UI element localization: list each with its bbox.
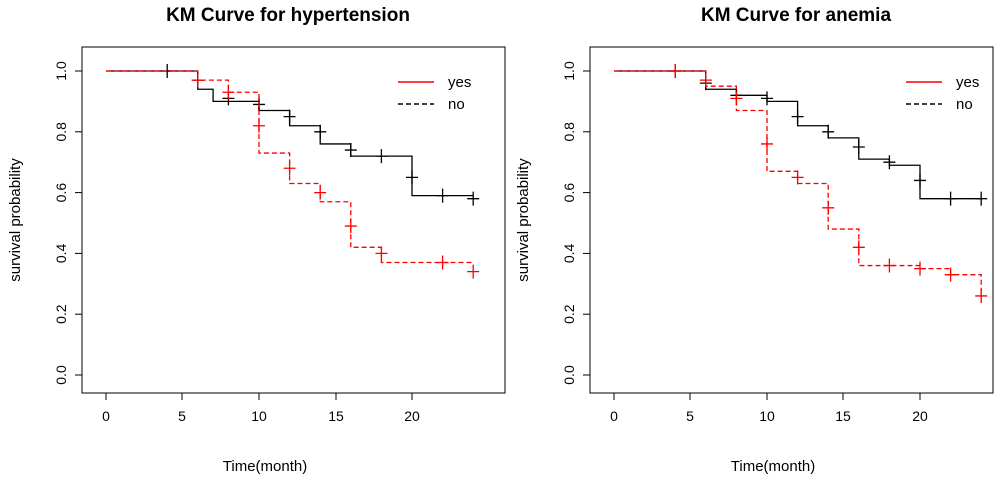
- x-axis-label: Time(month): [223, 458, 307, 475]
- censor-mark: [730, 91, 743, 106]
- chart-panel-2: KM Curve for anemia 0 5 10 15 20 0.0 0.2 0.4 0.6 0…: [515, 5, 994, 475]
- censor-mark: [436, 255, 449, 270]
- censor-mark: [822, 124, 835, 139]
- y-tick-label: 1.0: [53, 61, 69, 81]
- y-tick-label: 0.4: [53, 243, 69, 263]
- series-no: [106, 64, 480, 206]
- x-tick-label: 10: [759, 408, 775, 424]
- plot-frame: [589, 46, 994, 394]
- censor-mark: [344, 143, 357, 158]
- censor-mark: [314, 185, 327, 200]
- x-tick-label: 20: [912, 408, 928, 424]
- legend-label: no: [956, 96, 973, 113]
- censor-mark: [283, 109, 296, 124]
- chart-panel-1: KM Curve for hypertension 0 5 10 15 20 0.0 0.2 0…: [7, 5, 506, 475]
- censor-mark: [761, 91, 773, 106]
- censor-mark: [883, 258, 896, 273]
- y-tick-label: 0.6: [561, 183, 577, 203]
- x-tick-label: 10: [251, 408, 267, 424]
- censor-mark: [914, 261, 926, 276]
- x-tick-label: 5: [178, 408, 186, 424]
- legend-label: yes: [956, 74, 979, 91]
- y-tick-label: 0.6: [53, 183, 69, 203]
- y-tick-label: 0.0: [561, 365, 577, 385]
- y-tick-label: 0.2: [53, 304, 69, 324]
- series-yes: [614, 64, 988, 303]
- censor-mark: [822, 200, 835, 215]
- x-tick-label: 15: [835, 408, 851, 424]
- legend: yes no: [906, 74, 979, 113]
- y-axis-label: survival probability: [515, 158, 532, 282]
- censor-mark: [699, 73, 712, 88]
- series-no: [614, 64, 988, 206]
- legend-label: no: [448, 96, 465, 113]
- censor-mark: [406, 170, 418, 185]
- censor-mark: [883, 155, 896, 170]
- km-step-line: [614, 70, 982, 200]
- censor-mark: [467, 264, 480, 279]
- censor-mark: [975, 191, 988, 206]
- censor-mark: [791, 109, 804, 124]
- censor-mark: [791, 170, 804, 185]
- censor-mark: [314, 124, 327, 139]
- x-tick-label: 0: [610, 408, 618, 424]
- x-tick-label: 0: [102, 408, 110, 424]
- censor-mark: [669, 64, 682, 78]
- y-tick-label: 0.2: [561, 304, 577, 324]
- plot-frame: [81, 46, 506, 394]
- censor-mark: [375, 149, 388, 164]
- series-yes: [106, 70, 480, 279]
- x-tick-label: 5: [686, 408, 694, 424]
- censor-mark: [436, 188, 449, 203]
- x-tick-label: 20: [404, 408, 420, 424]
- censor-mark: [191, 73, 204, 88]
- legend-label: yes: [448, 74, 471, 91]
- censor-mark: [944, 191, 957, 206]
- censor-mark: [375, 246, 388, 261]
- censor-mark: [975, 288, 988, 303]
- chart-title: KM Curve for hypertension: [166, 5, 410, 26]
- censor-mark: [761, 136, 773, 151]
- y-axis-label: survival probability: [7, 158, 24, 282]
- censor-mark: [852, 140, 865, 154]
- x-tick-label: 15: [328, 408, 344, 424]
- chart-title: KM Curve for anemia: [701, 5, 891, 26]
- y-tick-label: 1.0: [561, 61, 577, 81]
- censor-mark: [283, 161, 296, 176]
- km-step-line: [614, 70, 982, 296]
- censor-mark: [852, 240, 865, 255]
- x-axis-label: Time(month): [731, 458, 815, 475]
- censor-mark: [222, 85, 235, 100]
- y-tick-label: 0.8: [53, 122, 69, 142]
- censor-mark: [944, 267, 957, 282]
- censor-mark: [344, 219, 357, 234]
- censor-mark: [467, 191, 480, 206]
- y-tick-label: 0.4: [561, 243, 577, 263]
- y-tick-label: 0.0: [53, 365, 69, 385]
- censor-mark: [914, 173, 926, 188]
- censor-mark: [253, 118, 265, 133]
- y-tick-label: 0.8: [561, 122, 577, 142]
- legend: yes no: [398, 74, 471, 113]
